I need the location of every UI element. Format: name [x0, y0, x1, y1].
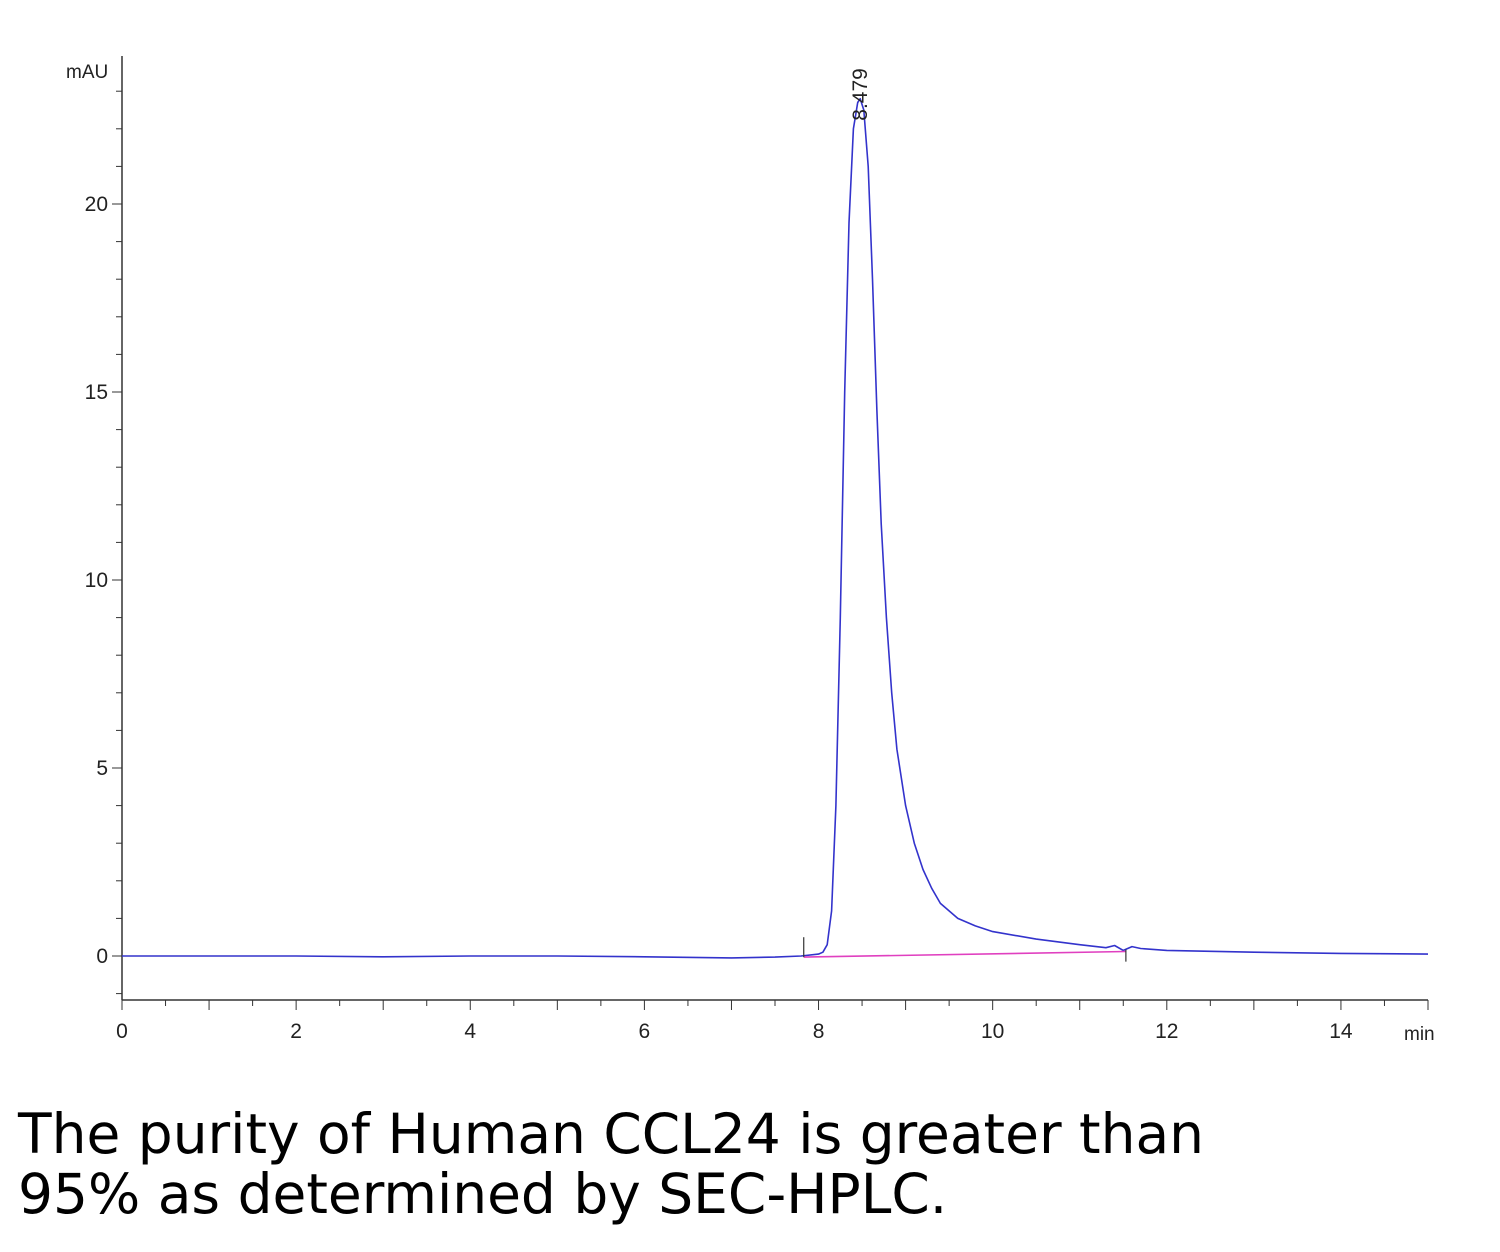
integration-marks: [803, 937, 1127, 962]
x-tick-label: 6: [639, 1020, 651, 1043]
annotations: 8.479: [849, 68, 872, 121]
x-tick-label: 10: [981, 1020, 1004, 1043]
caption-line-2: 95% as determined by SEC-HPLC.: [18, 1162, 948, 1226]
chromatogram-trace: [122, 97, 1429, 959]
caption: The purity of Human CCL24 is greater tha…: [18, 1104, 1478, 1224]
axes: [121, 56, 1428, 1001]
y-tick-label: 0: [96, 945, 108, 968]
y-tick-label: 5: [96, 757, 108, 780]
peak-retention-label: 8.479: [849, 68, 872, 121]
chromatogram-chart: 0 2 4 6 8 10 12 14 0 5 10 15 20 8.479 mAU min: [66, 56, 1435, 1045]
integration-baseline: [803, 950, 1126, 958]
x-tick-label: 14: [1329, 1020, 1353, 1043]
y-axis-ticks: 0 5 10 15 20: [85, 90, 122, 995]
x-axis-unit-label: min: [1404, 1024, 1435, 1045]
x-axis-ticks: 0 2 4 6 8 10 12 14: [116, 1000, 1429, 1043]
y-tick-label: 10: [85, 569, 108, 592]
caption-line-1: The purity of Human CCL24 is greater tha…: [18, 1102, 1205, 1166]
x-tick-label: 12: [1155, 1020, 1178, 1043]
series-layer: [122, 97, 1429, 959]
y-tick-label: 15: [85, 381, 108, 404]
x-tick-label: 0: [116, 1020, 128, 1043]
x-tick-label: 4: [464, 1020, 476, 1043]
y-tick-label: 20: [85, 193, 108, 216]
x-tick-label: 8: [813, 1020, 825, 1043]
y-axis-unit-label: mAU: [66, 62, 108, 83]
x-tick-label: 2: [290, 1020, 302, 1043]
